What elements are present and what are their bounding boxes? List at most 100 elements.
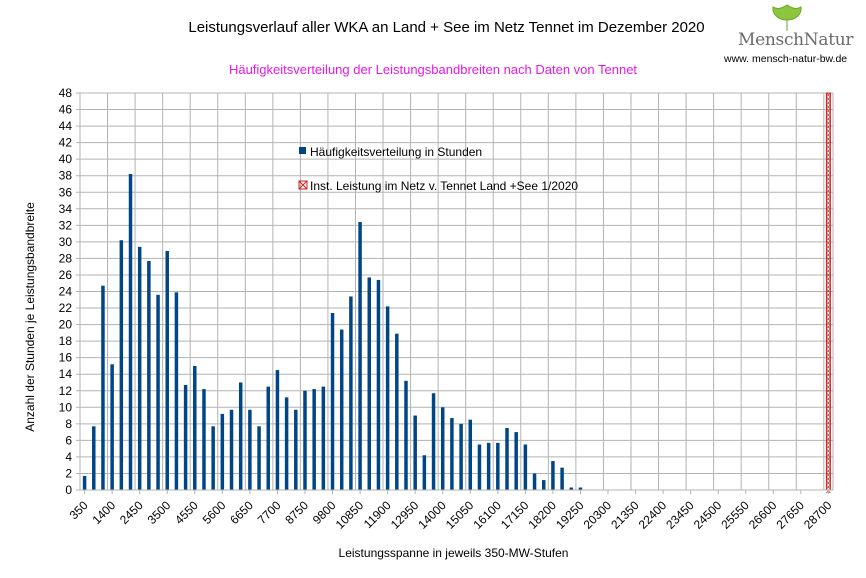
x-tick-label: 25550 bbox=[718, 498, 752, 532]
marker-hatch bbox=[826, 376, 831, 382]
legend: Häufigkeitsverteilung in Stunden Inst. L… bbox=[298, 145, 578, 193]
marker-hatch bbox=[826, 324, 831, 330]
x-tick-label: 27650 bbox=[773, 498, 807, 532]
bar bbox=[404, 380, 408, 490]
marker-hatch bbox=[826, 232, 831, 238]
marker-hatch bbox=[826, 124, 831, 130]
y-tick-label: 2 bbox=[65, 466, 72, 480]
marker-hatch bbox=[826, 204, 831, 210]
marker-hatch bbox=[826, 220, 831, 226]
marker-hatch bbox=[826, 308, 831, 314]
y-tick-label: 4 bbox=[65, 450, 72, 464]
bar bbox=[174, 292, 179, 490]
x-tick-label: 350 bbox=[67, 498, 91, 522]
marker-hatch bbox=[826, 408, 831, 414]
marker-hatch bbox=[826, 400, 831, 406]
bar-series bbox=[82, 174, 583, 490]
marker-hatch bbox=[826, 312, 831, 318]
marker-hatch bbox=[826, 136, 831, 142]
bar bbox=[505, 427, 509, 490]
bar bbox=[202, 389, 206, 490]
marker-hatch bbox=[826, 276, 831, 282]
marker-hatch bbox=[826, 476, 831, 482]
x-tick-label: 19250 bbox=[553, 498, 587, 532]
marker-hatch bbox=[826, 128, 831, 134]
bar bbox=[257, 426, 261, 490]
marker-hatch bbox=[826, 240, 831, 246]
marker-hatch bbox=[826, 116, 831, 122]
bar bbox=[459, 423, 463, 490]
marker-hatch bbox=[826, 480, 831, 486]
marker-hatch bbox=[826, 348, 831, 354]
marker-hatch bbox=[826, 168, 831, 174]
bar bbox=[358, 222, 362, 490]
marker-hatch bbox=[826, 436, 831, 442]
marker-hatch bbox=[826, 288, 831, 294]
x-tick-label: 1400 bbox=[89, 498, 118, 527]
marker-hatch bbox=[826, 428, 831, 434]
marker-hatch bbox=[826, 108, 831, 114]
bar bbox=[349, 296, 353, 490]
bar bbox=[147, 260, 151, 490]
installed-capacity-marker bbox=[825, 92, 831, 494]
bar bbox=[312, 389, 316, 490]
marker-hatch bbox=[826, 196, 831, 202]
marker-hatch bbox=[826, 256, 831, 262]
marker-hatch bbox=[826, 444, 831, 450]
y-tick-label: 8 bbox=[65, 417, 72, 431]
marker-hatch bbox=[826, 364, 831, 370]
marker-hatch bbox=[826, 140, 831, 146]
bar bbox=[101, 285, 105, 490]
x-tick-label: 16100 bbox=[470, 498, 504, 532]
y-tick-label: 44 bbox=[59, 119, 73, 133]
bar bbox=[523, 444, 528, 490]
y-tick-label: 18 bbox=[59, 334, 73, 348]
marker-hatch bbox=[826, 416, 831, 422]
y-tick-label: 12 bbox=[59, 384, 73, 398]
bar bbox=[560, 467, 564, 490]
marker-hatch bbox=[826, 248, 831, 254]
bar bbox=[211, 426, 215, 490]
chart-subtitle: Häufigkeitsverteilung der Leistungsbandb… bbox=[228, 62, 638, 77]
marker-hatch bbox=[826, 280, 831, 286]
bar bbox=[110, 364, 114, 490]
y-tick-label: 48 bbox=[59, 86, 73, 100]
bar bbox=[275, 370, 280, 490]
bar bbox=[294, 409, 298, 490]
marker-hatch bbox=[826, 104, 831, 110]
marker-hatch bbox=[826, 228, 831, 234]
bar bbox=[395, 333, 399, 490]
marker-hatch bbox=[826, 332, 831, 338]
logo-text: MenschNatur bbox=[738, 30, 854, 50]
bar bbox=[450, 418, 454, 490]
marker-hatch bbox=[826, 100, 831, 106]
marker-hatch bbox=[826, 468, 831, 474]
bar bbox=[440, 407, 445, 490]
bar bbox=[137, 246, 142, 490]
y-tick-label: 40 bbox=[59, 152, 73, 166]
bar bbox=[248, 409, 252, 490]
marker-hatch bbox=[826, 180, 831, 186]
legend-label-marker: Inst. Leistung im Netz v. Tennet Land +S… bbox=[310, 179, 578, 193]
y-tick-label: 0 bbox=[65, 483, 72, 497]
bar bbox=[220, 413, 225, 490]
marker-hatch bbox=[826, 452, 831, 458]
marker-hatch bbox=[826, 216, 831, 222]
logo-url: www. mensch-natur-bw.de bbox=[724, 53, 848, 65]
marker-hatch bbox=[826, 260, 831, 266]
bar bbox=[376, 279, 381, 490]
bar bbox=[321, 386, 326, 490]
x-tick-label: 20300 bbox=[581, 498, 615, 532]
marker-hatch bbox=[826, 340, 831, 346]
bar bbox=[486, 442, 491, 490]
bar bbox=[468, 419, 473, 490]
bar bbox=[551, 461, 555, 490]
bar bbox=[330, 313, 335, 490]
x-tick-label: 6650 bbox=[227, 498, 256, 527]
marker-hatch bbox=[826, 432, 831, 438]
marker-hatch bbox=[826, 160, 831, 166]
marker-hatch bbox=[826, 224, 831, 230]
marker-hatch bbox=[826, 176, 831, 182]
bar bbox=[532, 473, 537, 490]
ginkgo-leaf-icon bbox=[772, 4, 802, 31]
